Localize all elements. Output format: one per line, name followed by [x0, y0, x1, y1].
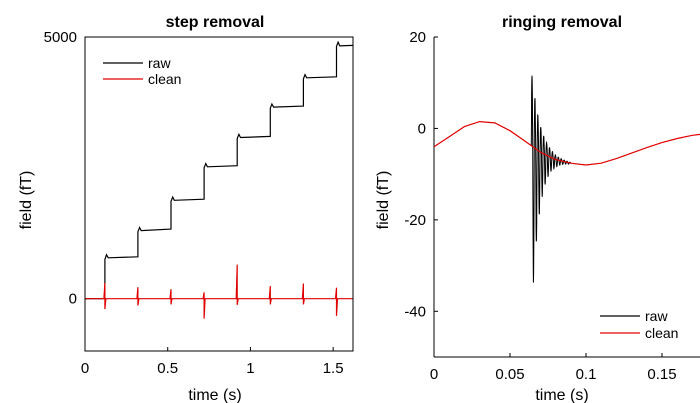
x-tick-label: 0 [430, 366, 438, 383]
y-tick-label: 5000 [44, 29, 77, 46]
step-removal-panel: step removal time (s) field (fT) 0 0.5 1 1.… [18, 14, 354, 403]
chart-title: ringing removal [502, 14, 622, 31]
x-axis-label: time (s) [188, 387, 241, 403]
x-tick-label: 1.5 [323, 360, 344, 377]
ringing-removal-panel: ringing removal time (s) field (fT) 0 0.0… [375, 14, 700, 403]
legend-label-clean: clean [645, 325, 678, 341]
x-tick-label: 0.1 [576, 366, 597, 383]
x-axis-label: time (s) [535, 387, 588, 403]
y-tick-label: -40 [404, 303, 426, 320]
series-line-raw [85, 40, 354, 300]
y-tick-label: 20 [409, 29, 426, 46]
y-tick-label: 0 [69, 291, 77, 308]
x-tick-label: 0.15 [647, 366, 676, 383]
y-axis-label: field (fT) [375, 171, 392, 230]
legend: raw clean [103, 55, 181, 87]
plot-area-frame [84, 36, 354, 352]
y-tick-label: 0 [418, 120, 426, 137]
y-axis-label: field (fT) [18, 171, 35, 230]
x-tick-label: 0.05 [495, 366, 524, 383]
legend: raw clean [600, 308, 678, 341]
legend-label-clean: clean [148, 71, 181, 87]
chart-title: step removal [166, 14, 265, 31]
x-tick-label: 0 [81, 360, 89, 377]
legend-label-raw: raw [148, 55, 171, 71]
legend-label-raw: raw [645, 308, 668, 324]
series-line-clean [84, 264, 354, 319]
y-tick-label: -20 [404, 212, 426, 229]
x-tick-label: 0.5 [157, 360, 178, 377]
x-tick-label: 1 [246, 360, 254, 377]
series-line-raw [530, 75, 572, 283]
series-line-clean [433, 120, 700, 166]
